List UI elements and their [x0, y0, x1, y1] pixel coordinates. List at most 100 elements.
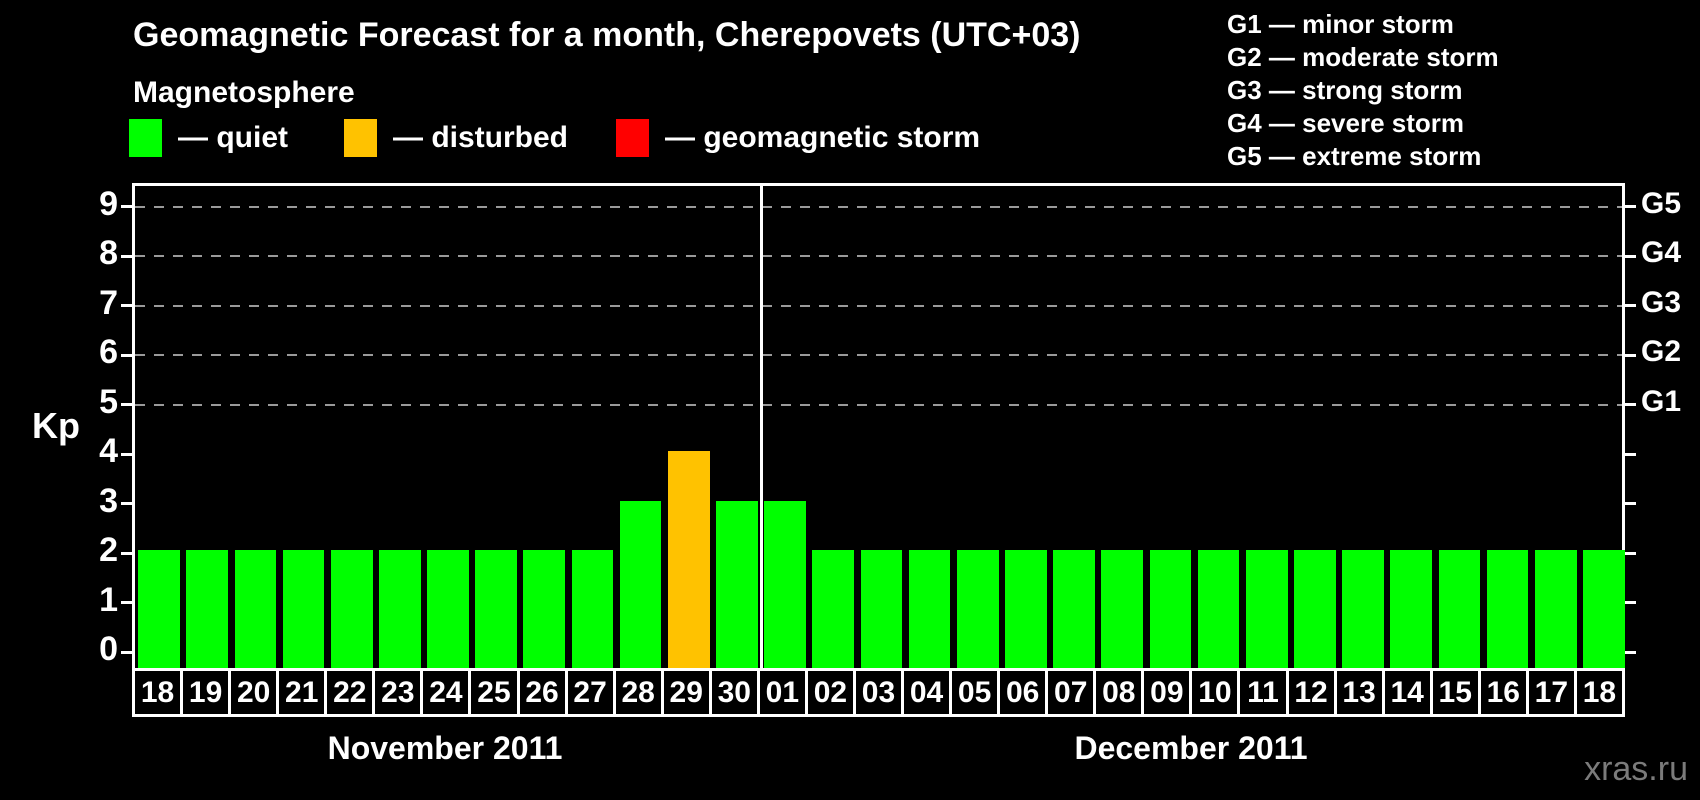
- right-axis-label-g2: G2: [1641, 335, 1682, 368]
- bar-day-03: [860, 550, 903, 668]
- day-label: 18: [140, 675, 175, 709]
- day-label: 22: [324, 671, 372, 714]
- right-axis-label-g4: G4: [1641, 236, 1682, 269]
- bar-day-25: [475, 550, 517, 668]
- day-label: 05: [949, 671, 997, 714]
- bar-day-29: [667, 451, 710, 668]
- y-tick-label-4: 4: [99, 432, 118, 470]
- gridline-kp8: [135, 255, 1622, 257]
- left-tick-kp1: [121, 601, 132, 604]
- bar-day-17: [1534, 550, 1577, 668]
- y-tick-label-9: 9: [99, 184, 118, 223]
- bar-day-28: [619, 500, 662, 668]
- right-tick-kp1: [1625, 601, 1636, 604]
- y-axis-title: Kp: [32, 405, 80, 446]
- magnetosphere-label: Magnetosphere: [133, 76, 355, 109]
- bar-day-22: [330, 550, 373, 668]
- left-tick-kp7: [121, 304, 132, 307]
- y-tick-label-3: 3: [99, 481, 118, 520]
- bar-day-11: [1245, 550, 1288, 668]
- left-tick-kp3: [121, 502, 132, 505]
- storm-color-swatch: [616, 119, 649, 157]
- day-label: 28: [612, 671, 661, 714]
- right-tick-kp6: [1625, 353, 1636, 357]
- right-axis-label-g5: G5: [1641, 186, 1682, 220]
- bar-day-26: [523, 550, 566, 668]
- day-label: 08: [1093, 671, 1141, 714]
- bar-day-07: [1053, 550, 1095, 668]
- bar-day-01: [764, 500, 806, 668]
- day-label: 25: [468, 671, 516, 714]
- bar-day-27: [571, 550, 614, 668]
- day-label: 15: [1429, 671, 1478, 714]
- left-tick-kp5: [121, 403, 132, 406]
- right-tick-kp7: [1625, 304, 1636, 307]
- month-divider-line: [759, 186, 763, 668]
- legend-item-disturbed: — disturbed: [344, 118, 568, 158]
- left-tick-kp8: [121, 254, 132, 258]
- day-label: 16: [1477, 671, 1526, 714]
- day-label: 17: [1525, 671, 1574, 714]
- right-tick-kp0: [1625, 650, 1636, 654]
- day-label: 06: [997, 671, 1045, 714]
- day-label: 26: [516, 671, 565, 714]
- y-tick-label-5: 5: [99, 382, 118, 421]
- bar-day-15: [1438, 550, 1481, 668]
- right-tick-kp9: [1625, 205, 1636, 208]
- day-label: 13: [1333, 671, 1382, 714]
- watermark: xras.ru: [1584, 750, 1688, 788]
- gridline-kp9: [135, 205, 1622, 208]
- bar-day-02: [812, 550, 855, 668]
- day-label: 07: [1045, 671, 1093, 714]
- day-label: 18: [1573, 671, 1622, 714]
- left-tick-kp6: [121, 353, 132, 357]
- bar-day-21: [282, 550, 325, 668]
- right-axis-label-g1: G1: [1641, 384, 1682, 418]
- g5-legend-line: G5 — extreme storm: [1227, 141, 1482, 171]
- day-label: 30: [708, 671, 757, 714]
- day-label: 09: [1141, 671, 1189, 714]
- quiet-color-swatch: [129, 119, 162, 157]
- day-label: 10: [1189, 671, 1237, 714]
- legend-item-quiet: — quiet: [129, 118, 288, 158]
- bar-day-14: [1390, 550, 1433, 668]
- day-label: 19: [180, 671, 228, 714]
- bar-day-10: [1197, 550, 1240, 668]
- left-tick-kp9: [121, 205, 132, 208]
- y-tick-label-1: 1: [99, 580, 118, 619]
- legend-item-storm: — geomagnetic storm: [616, 118, 980, 158]
- left-tick-kp0: [121, 650, 132, 654]
- gridline-kp6: [135, 354, 1622, 356]
- left-tick-kp4: [121, 452, 132, 456]
- bar-day-13: [1342, 550, 1384, 668]
- right-tick-kp5: [1625, 403, 1636, 406]
- right-tick-kp8: [1625, 254, 1636, 258]
- right-tick-kp3: [1625, 502, 1636, 505]
- right-axis-label-g3: G3: [1641, 285, 1682, 319]
- y-tick-label-0: 0: [99, 630, 118, 668]
- storm-label: — geomagnetic storm: [665, 121, 981, 154]
- bar-day-09: [1149, 550, 1192, 668]
- g4-legend-line: G4 — severe storm: [1227, 108, 1465, 138]
- right-tick-kp4: [1625, 452, 1636, 456]
- bar-day-08: [1101, 550, 1144, 668]
- quiet-label: — quiet: [178, 121, 288, 154]
- x-axis-day-strip: 18 19 20 21 22 23 24 25 26 27 28 29 30 01 02 03 04 05 06 07…: [132, 668, 1625, 717]
- right-tick-kp2: [1625, 551, 1636, 555]
- day-label: 01: [756, 671, 805, 714]
- gridline-kp5: [135, 403, 1622, 406]
- y-tick-label-7: 7: [99, 283, 118, 322]
- bar-day-18: [1583, 550, 1625, 668]
- day-label: 21: [276, 671, 324, 714]
- bar-day-23: [379, 550, 421, 668]
- y-tick-label-2: 2: [99, 531, 118, 569]
- day-label: 20: [228, 671, 276, 714]
- month-label-november: November 2011: [327, 730, 563, 766]
- left-tick-kp2: [121, 551, 132, 555]
- bar-day-24: [427, 550, 469, 668]
- bar-day-05: [956, 550, 999, 668]
- g-scale-legend: G1 — minor storm G2 — moderate storm G3 …: [1227, 8, 1499, 173]
- bar-day-18: [138, 550, 180, 668]
- bar-day-20: [234, 550, 277, 668]
